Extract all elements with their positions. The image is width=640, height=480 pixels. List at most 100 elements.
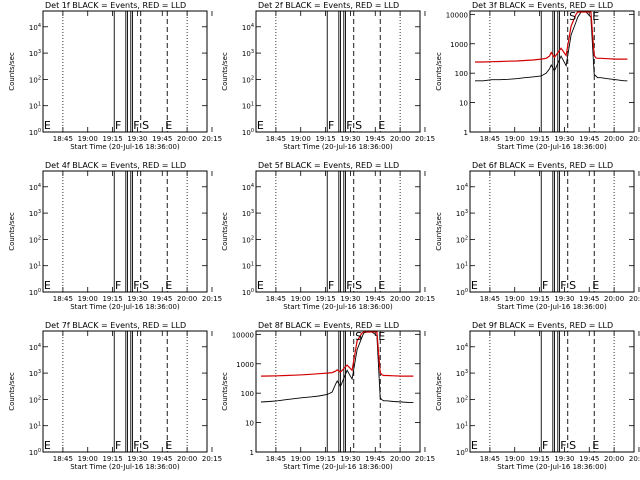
x-tick-label: 19:45: [365, 455, 385, 463]
plot-frame: [469, 330, 635, 453]
time-marker-label: E: [471, 279, 478, 292]
x-tick-label: 20:00: [390, 135, 410, 143]
y-axis-label: Counts/sec: [435, 212, 443, 251]
time-marker-label: E: [592, 279, 599, 292]
x-tick-label: 20:15: [202, 135, 222, 143]
x-tick-label: 20:00: [177, 295, 197, 303]
x-tick-label: 20:15: [202, 295, 222, 303]
y-tick-label: 101: [29, 262, 41, 271]
y-tick-label: 103: [456, 209, 468, 218]
x-tick-label: 19:30: [127, 295, 147, 303]
x-tick-label: 20:15: [415, 295, 435, 303]
x-axis-label: Start Time (20-Jul-16 18:36:00): [283, 463, 393, 471]
events-series-line: [475, 11, 628, 82]
x-tick-label: 19:45: [579, 455, 599, 463]
time-marker-label: E: [44, 119, 51, 132]
x-tick-label: 19:30: [340, 135, 360, 143]
x-tick-label: 20:15: [629, 295, 640, 303]
time-marker-label: E: [165, 119, 172, 132]
x-tick-label: 19:00: [78, 135, 98, 143]
time-marker-label: E: [257, 279, 264, 292]
detector-panel-3: Det 3f BLACK = Events, RED = LLD 1 10 100 10…: [435, 1, 640, 151]
y-axis-label: Counts/sec: [435, 372, 443, 411]
x-axis-label: Start Time (20-Jul-16 18:36:00): [283, 143, 393, 151]
panel-title: Det 4f BLACK = Events, RED = LLD: [45, 161, 186, 170]
y-tick-label: 103: [29, 49, 41, 58]
y-tick-label: 101: [29, 422, 41, 431]
x-tick-label: 19:30: [554, 455, 574, 463]
y-tick-label: 101: [456, 422, 468, 431]
time-marker-label: F: [115, 279, 121, 292]
x-tick-label: 19:00: [291, 295, 311, 303]
x-axis-label: Start Time (20-Jul-16 18:36:00): [70, 303, 180, 311]
x-tick-label: 19:30: [554, 135, 574, 143]
panel-title: Det 6f BLACK = Events, RED = LLD: [472, 161, 613, 170]
x-tick-label: 19:15: [529, 135, 549, 143]
y-axis-label: Counts/sec: [8, 372, 16, 411]
x-tick-label: 20:00: [604, 135, 624, 143]
x-tick-label: 19:45: [152, 135, 172, 143]
panel-title: Det 9f BLACK = Events, RED = LLD: [472, 321, 613, 330]
time-marker-label: S: [355, 330, 362, 343]
lld-series-line: [260, 331, 414, 377]
x-tick-label: 20:00: [604, 295, 624, 303]
time-marker-label: E: [592, 10, 599, 23]
x-tick-label: 20:15: [629, 455, 640, 463]
panel-title: Det 5f BLACK = Events, RED = LLD: [258, 161, 399, 170]
y-tick-label: 103: [29, 369, 41, 378]
panel-title: Det 2f BLACK = Events, RED = LLD: [258, 1, 399, 10]
time-marker-label: F: [133, 439, 139, 452]
x-tick-label: 18:45: [266, 295, 286, 303]
y-tick-label: 1: [464, 129, 468, 137]
y-axis-label: Counts/sec: [8, 212, 16, 251]
y-axis-label: Counts/sec: [221, 372, 229, 411]
y-tick-label: 1000: [236, 361, 254, 369]
y-tick-label: 101: [456, 262, 468, 271]
detector-panel-9: Det 9f BLACK = Events, RED = LLD 100 101 10…: [435, 321, 640, 471]
y-tick-label: 101: [29, 102, 41, 111]
plot-frame: [255, 10, 421, 133]
plot-frame: [469, 170, 635, 293]
x-tick-label: 18:45: [480, 455, 500, 463]
x-tick-label: 19:30: [340, 455, 360, 463]
x-tick-label: 19:15: [529, 295, 549, 303]
x-tick-label: 20:15: [202, 455, 222, 463]
y-axis-label: Counts/sec: [8, 52, 16, 91]
time-marker-label: F: [328, 119, 334, 132]
x-tick-label: 18:45: [266, 135, 286, 143]
x-tick-label: 19:00: [505, 295, 525, 303]
detector-panel-8: Det 8f BLACK = Events, RED = LLD 1 10 100 10…: [221, 321, 435, 471]
y-tick-label: 103: [242, 49, 254, 58]
y-tick-label: 103: [242, 209, 254, 218]
time-marker-label: E: [378, 330, 385, 343]
x-tick-label: 19:30: [127, 135, 147, 143]
y-tick-label: 104: [456, 343, 468, 352]
plot-frame: [469, 10, 635, 133]
x-tick-label: 19:30: [554, 295, 574, 303]
y-tick-label: 103: [456, 369, 468, 378]
x-tick-label: 19:15: [102, 455, 122, 463]
x-tick-label: 20:15: [629, 135, 640, 143]
y-tick-label: 104: [242, 183, 254, 192]
x-tick-label: 19:00: [78, 295, 98, 303]
y-tick-label: 101: [242, 262, 254, 271]
y-tick-label: 100: [29, 288, 41, 297]
time-marker-label: E: [378, 279, 385, 292]
x-tick-label: 19:00: [291, 455, 311, 463]
x-tick-label: 18:45: [480, 295, 500, 303]
x-tick-label: 19:00: [505, 135, 525, 143]
x-tick-label: 19:45: [152, 455, 172, 463]
x-axis-label: Start Time (20-Jul-16 18:36:00): [70, 463, 180, 471]
panel-title: Det 8f BLACK = Events, RED = LLD: [258, 321, 399, 330]
y-tick-label: 102: [242, 75, 254, 84]
x-axis-label: Start Time (20-Jul-16 18:36:00): [70, 143, 180, 151]
detector-panel-5: Det 5f BLACK = Events, RED = LLD 100 101 10…: [221, 161, 435, 311]
y-tick-label: 104: [242, 23, 254, 32]
x-tick-label: 18:45: [480, 135, 500, 143]
x-tick-label: 19:45: [579, 135, 599, 143]
time-marker-label: F: [560, 279, 566, 292]
time-marker-label: E: [592, 439, 599, 452]
y-tick-label: 103: [29, 209, 41, 218]
y-tick-label: 102: [29, 235, 41, 244]
